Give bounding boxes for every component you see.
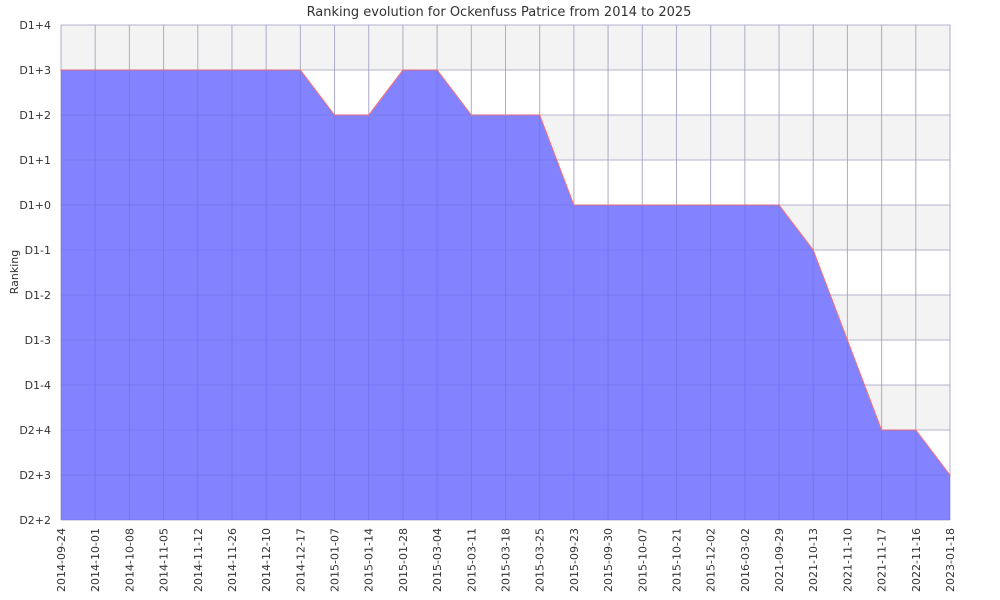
y-tick-label: D1+2 — [19, 109, 51, 122]
area-series — [60, 24, 951, 521]
x-tick-label: 2014-09-24 — [55, 528, 68, 592]
data-point — [470, 114, 473, 116]
x-tick-label: 2021-11-17 — [876, 528, 889, 592]
data-point — [607, 204, 609, 206]
x-tick-label: 2015-10-07 — [636, 528, 649, 592]
y-tick-label: D2+3 — [19, 469, 51, 482]
y-tick-label: D1-2 — [25, 289, 51, 302]
data-points — [60, 69, 951, 476]
x-tick-label: 2015-03-04 — [431, 528, 444, 592]
x-tick-label: 2021-11-10 — [841, 528, 854, 592]
data-point — [94, 69, 96, 71]
x-tick-label: 2015-01-14 — [363, 528, 376, 592]
y-tick-label: D1+0 — [19, 199, 51, 212]
data-point — [675, 204, 678, 206]
y-tick-label: D1+3 — [19, 64, 51, 77]
data-point — [333, 114, 336, 116]
data-point — [538, 114, 541, 116]
y-tick-label: D2+4 — [19, 424, 51, 437]
data-point — [573, 204, 575, 206]
x-tick-labels: 2014-09-24 2014-10-01 2014-10-08 2014-11-05… — [55, 528, 957, 592]
data-point — [128, 69, 131, 71]
data-point — [162, 69, 165, 71]
data-point — [880, 429, 883, 431]
data-point — [641, 204, 644, 206]
x-tick-label: 2015-03-18 — [500, 528, 513, 592]
data-point — [265, 69, 267, 71]
data-point — [812, 249, 815, 251]
data-point — [196, 69, 199, 71]
x-tick-label: 2014-12-10 — [260, 528, 273, 592]
x-tick-label: 2015-09-30 — [602, 528, 615, 592]
area-fill — [61, 70, 950, 520]
y-axis-label: Ranking — [8, 250, 21, 295]
data-point — [504, 114, 507, 116]
x-tick-label: 2016-03-02 — [739, 528, 752, 592]
x-tick-label: 2021-10-13 — [807, 528, 820, 592]
x-tick-label: 2023-01-18 — [944, 528, 957, 592]
x-tick-label: 2022-11-16 — [910, 528, 923, 592]
x-tick-label: 2014-10-08 — [123, 528, 136, 592]
x-tick-label: 2014-11-26 — [226, 528, 239, 592]
y-tick-label: D1+1 — [19, 154, 51, 167]
data-point — [949, 474, 951, 476]
data-point — [744, 204, 746, 206]
data-point — [915, 429, 917, 431]
x-tick-label: 2015-10-21 — [670, 528, 683, 592]
data-point — [231, 69, 233, 71]
data-point — [60, 69, 62, 71]
chart-title: Ranking evolution for Ockenfuss Patrice … — [307, 5, 692, 20]
y-tick-label: D1+4 — [19, 19, 51, 32]
data-point — [299, 69, 302, 71]
data-point — [402, 69, 404, 71]
x-tick-label: 2021-09-29 — [773, 528, 786, 592]
x-tick-label: 2015-01-07 — [329, 528, 342, 592]
y-tick-label: D2+2 — [19, 514, 51, 527]
x-tick-label: 2014-11-05 — [158, 528, 171, 592]
x-tick-label: 2014-10-01 — [89, 528, 102, 592]
x-tick-label: 2015-12-02 — [705, 528, 718, 592]
y-tick-labels: D2+2 D2+3 D2+4 D1-4 D1-3 D1-2 D1-1 D1+0 D1+1 D1+2… — [19, 19, 51, 527]
y-tick-label: D1-3 — [25, 334, 51, 347]
data-point — [778, 204, 780, 206]
y-tick-label: D1-4 — [25, 379, 51, 392]
data-point — [846, 339, 849, 341]
x-tick-label: 2015-03-11 — [465, 528, 478, 592]
data-point — [436, 69, 438, 71]
x-tick-label: 2015-01-28 — [397, 528, 410, 592]
data-point — [709, 204, 712, 206]
x-tick-label: 2014-12-17 — [294, 528, 307, 592]
x-tick-label: 2015-09-23 — [568, 528, 581, 592]
x-tick-label: 2014-11-12 — [192, 528, 205, 592]
data-point — [367, 114, 370, 116]
x-tick-label: 2015-03-25 — [534, 528, 547, 592]
y-tick-label: D1-1 — [25, 244, 51, 257]
